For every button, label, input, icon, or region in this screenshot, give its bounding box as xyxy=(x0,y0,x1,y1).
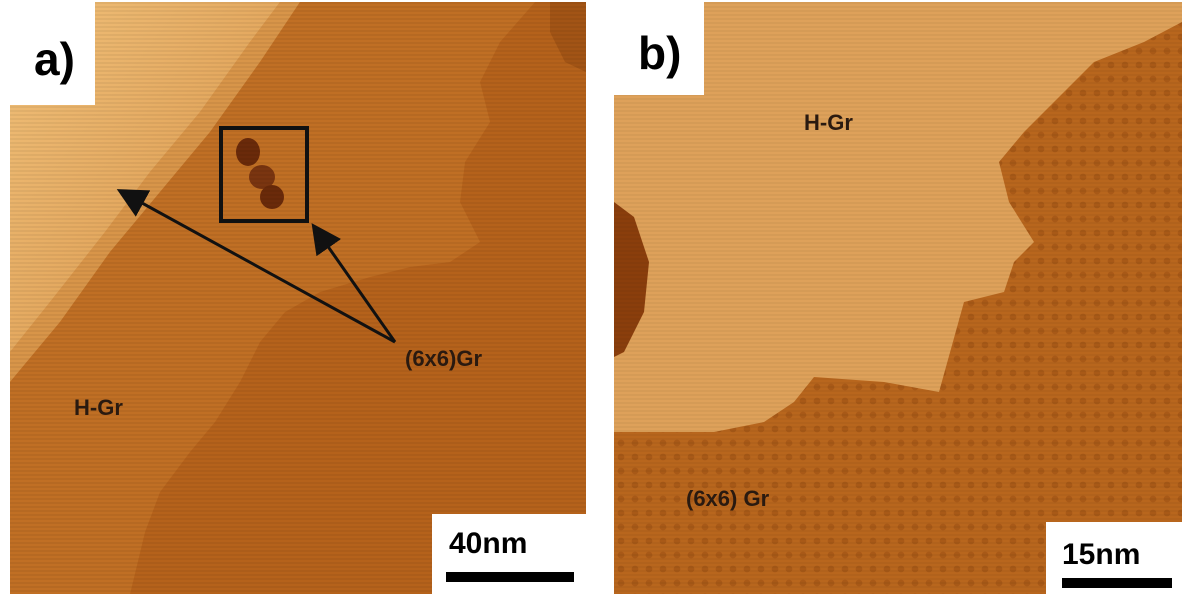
stm-panel-b: b) H-Gr (6x6) Gr 15nm xyxy=(614,2,1182,594)
region-label-6x6: (6x6)Gr xyxy=(405,346,483,371)
scale-bar-label: 15nm xyxy=(1062,538,1141,571)
scan-lines xyxy=(10,2,586,594)
scale-bar-box: 15nm xyxy=(1046,522,1182,594)
scan-lines xyxy=(614,2,1182,594)
highlight-box xyxy=(219,126,309,223)
stm-image-b xyxy=(614,2,1182,594)
scale-bar xyxy=(1062,578,1172,588)
arrow-to-box xyxy=(311,223,397,343)
scale-bar-box: 40nm xyxy=(432,514,586,594)
region-label-6x6: (6x6) Gr xyxy=(686,486,770,511)
region-label-h-gr: H-Gr xyxy=(74,395,123,420)
panel-a-label: a) xyxy=(10,2,95,105)
panel-b-label: b) xyxy=(614,2,704,95)
stm-panel-a: a) (6x6)Gr H-Gr 40nm xyxy=(10,2,586,594)
scale-bar xyxy=(446,572,574,582)
arrow-to-edge xyxy=(116,189,396,344)
stm-image-a xyxy=(10,2,586,594)
region-label-h-gr: H-Gr xyxy=(804,110,853,135)
scale-bar-label: 40nm xyxy=(449,527,528,560)
